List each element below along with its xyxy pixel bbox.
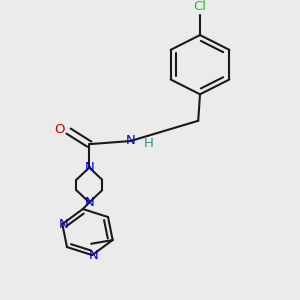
Text: N: N <box>84 196 94 209</box>
Text: H: H <box>144 137 154 150</box>
Text: N: N <box>89 249 98 262</box>
Text: N: N <box>126 134 136 147</box>
Text: N: N <box>59 218 69 231</box>
Text: O: O <box>55 123 65 136</box>
Text: Cl: Cl <box>194 0 206 13</box>
Text: N: N <box>84 161 94 174</box>
